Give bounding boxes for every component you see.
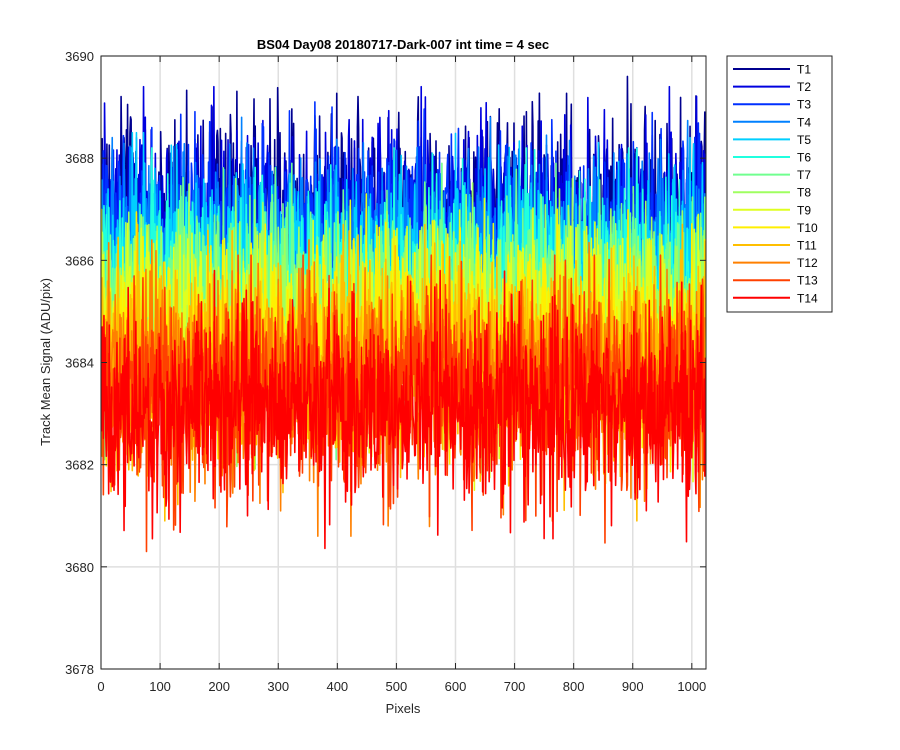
x-tick-label: 300 (267, 679, 289, 694)
y-tick-label: 3688 (65, 151, 94, 166)
legend-label-t4: T4 (797, 115, 811, 129)
x-axis-label: Pixels (386, 701, 421, 716)
x-tick-label: 0 (97, 679, 104, 694)
legend-label-t6: T6 (797, 151, 811, 165)
legend-label-t7: T7 (797, 168, 811, 182)
y-tick-label: 3690 (65, 49, 94, 64)
x-tick-label: 700 (504, 679, 526, 694)
y-tick-label: 3682 (65, 458, 94, 473)
legend-label-t11: T11 (797, 239, 817, 253)
chart-title: BS04 Day08 20180717-Dark-007 int time = … (257, 37, 549, 52)
series-line-t14 (101, 269, 706, 550)
x-tick-label: 200 (208, 679, 230, 694)
legend: T1 T2 T3 T4 T5 T6 T7 T8 T9 T10 T11 T12 T13 T14 (726, 55, 833, 313)
legend-label-t10: T10 (797, 221, 818, 235)
legend-label-t1: T1 (797, 63, 811, 77)
x-tick-label: 400 (326, 679, 348, 694)
legend-label-t3: T3 (797, 98, 811, 112)
x-tick-label: 500 (386, 679, 408, 694)
legend-label-t8: T8 (797, 186, 811, 200)
legend-label-t13: T13 (797, 274, 818, 288)
axis-ticks: 0 100 200 300 400 500 600 700 800 900 1000 3678 3680… (65, 49, 706, 694)
x-tick-label: 1000 (677, 679, 706, 694)
legend-label-t14: T14 (797, 291, 818, 305)
x-tick-label: 800 (563, 679, 585, 694)
y-tick-label: 3686 (65, 253, 94, 268)
y-tick-label: 3678 (65, 662, 94, 677)
x-tick-label: 600 (445, 679, 467, 694)
y-tick-label: 3680 (65, 560, 94, 575)
legend-box (726, 55, 833, 313)
legend-label-t2: T2 (797, 80, 811, 94)
x-tick-label: 100 (149, 679, 171, 694)
x-tick-label: 900 (622, 679, 644, 694)
legend-label-t9: T9 (797, 203, 811, 217)
y-tick-label: 3684 (65, 356, 94, 371)
legend-label-t12: T12 (797, 256, 818, 270)
series-lines (101, 75, 706, 553)
legend-label-t5: T5 (797, 133, 811, 147)
y-axis-label: Track Mean Signal (ADU/pix) (38, 278, 53, 446)
